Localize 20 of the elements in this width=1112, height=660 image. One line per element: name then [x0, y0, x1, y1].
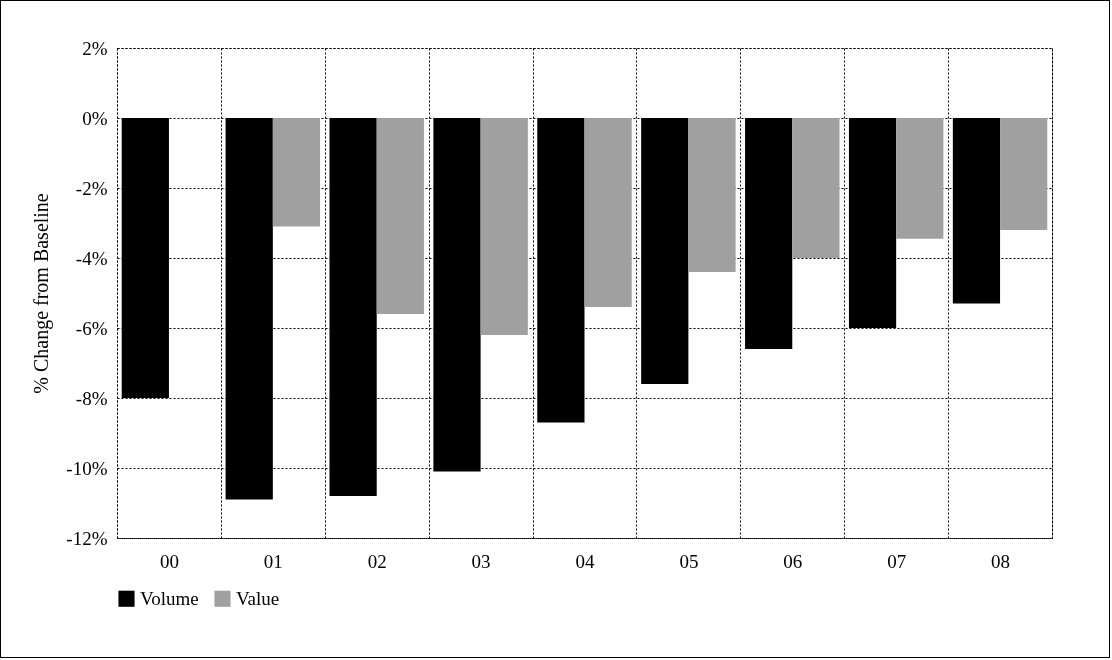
y-tick-label: -10% — [66, 457, 108, 479]
x-tick-label: 07 — [887, 550, 907, 572]
x-tick-label: 04 — [575, 550, 595, 572]
x-tick-label: 03 — [471, 550, 491, 572]
y-tick-label: -4% — [75, 247, 108, 269]
x-tick-label: 08 — [991, 550, 1011, 572]
y-tick-label: -6% — [75, 317, 108, 339]
x-tick-label: 01 — [263, 550, 283, 572]
legend-label: Volume — [140, 587, 199, 609]
y-axis-title: % Change from Baseline — [30, 193, 54, 394]
x-tick-label: 05 — [679, 550, 699, 572]
legend-label: Value — [236, 587, 280, 609]
y-tick-label: -2% — [75, 177, 108, 199]
y-tick-label: 2% — [82, 37, 108, 59]
x-tick-label: 06 — [783, 550, 803, 572]
x-tick-label: 00 — [159, 550, 179, 572]
y-tick-label: -8% — [75, 387, 108, 409]
y-tick-label: -12% — [66, 527, 108, 549]
x-tick-label: 02 — [367, 550, 387, 572]
y-tick-label: 0% — [82, 107, 108, 129]
